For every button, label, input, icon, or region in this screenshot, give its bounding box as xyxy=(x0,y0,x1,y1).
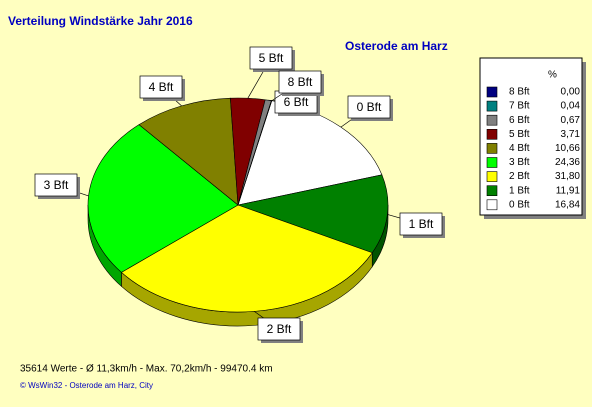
legend-value: 11,91 xyxy=(556,185,581,196)
legend-swatch xyxy=(486,185,498,196)
legend-swatch xyxy=(486,143,498,154)
legend-label: 7 Bft xyxy=(509,101,530,112)
legend-swatch xyxy=(486,100,498,112)
legend-label: 1 Bft xyxy=(509,185,530,196)
legend-value: 3,71 xyxy=(561,129,581,140)
chart-title: Verteilung Windstärke Jahr 2016 xyxy=(8,14,193,28)
legend-value: 10,66 xyxy=(555,143,580,154)
slice-label: 4 Bft xyxy=(149,80,174,94)
legend-label: 6 Bft xyxy=(509,115,530,126)
label-box xyxy=(249,46,293,70)
footer: 35614 Werte - Ø 11,3km/h - Max. 70,2km/h… xyxy=(20,364,273,375)
slice-label: 5 Bft xyxy=(259,51,284,65)
legend-swatch xyxy=(486,129,498,140)
legend-swatch xyxy=(486,199,498,211)
credit: © WsWin32 - Osterode am Harz, City xyxy=(20,381,153,390)
slice-label: 0 Bft xyxy=(357,100,382,114)
legend-value: 0,00 xyxy=(561,87,581,98)
slice-label: 3 Bft xyxy=(44,178,69,192)
label-box xyxy=(257,317,301,341)
slice-label: 2 Bft xyxy=(267,322,292,336)
label-box xyxy=(34,173,78,197)
legend-label: 2 Bft xyxy=(509,171,530,182)
legend-swatch xyxy=(486,171,498,182)
legend-header: % xyxy=(548,70,557,81)
slice xyxy=(87,124,239,273)
legend-label: 3 Bft xyxy=(509,157,530,168)
slice-label: 1 Bft xyxy=(409,217,434,231)
legend-label: 0 Bft xyxy=(509,199,530,210)
legend-label: 8 Bft xyxy=(509,87,530,98)
label-box xyxy=(278,70,322,94)
slice xyxy=(138,97,239,206)
legend-value: 0,67 xyxy=(561,115,581,126)
legend-swatch xyxy=(486,114,498,126)
label-box xyxy=(139,75,183,99)
legend-value: 31,80 xyxy=(555,171,580,182)
legend-value: 24,36 xyxy=(555,157,580,168)
slice-label: 6 Bft xyxy=(284,95,309,109)
legend-value: 0,04 xyxy=(561,101,581,112)
slice-label: 8 Bft xyxy=(288,75,313,89)
legend-label: 5 Bft xyxy=(509,129,530,140)
legend-value: 16,84 xyxy=(555,199,580,210)
legend-swatch xyxy=(486,86,498,98)
chart-subtitle: Osterode am Harz xyxy=(345,39,448,53)
label-box xyxy=(399,212,443,236)
label-box xyxy=(347,95,391,119)
legend-swatch xyxy=(486,157,498,168)
legend-label: 4 Bft xyxy=(509,143,530,154)
slice xyxy=(236,174,389,254)
